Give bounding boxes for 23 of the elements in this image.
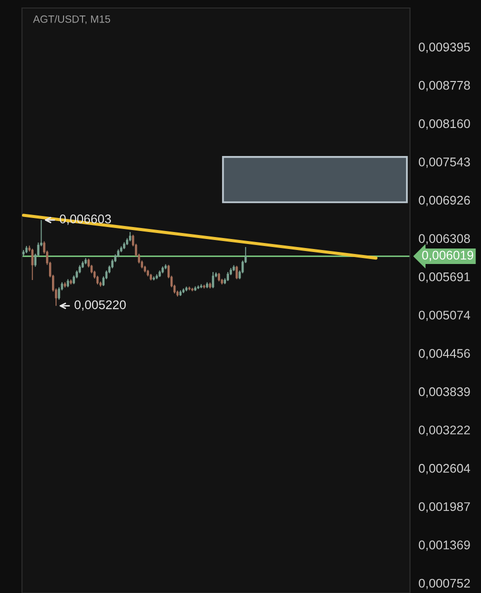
y-tick-label: 0,008778 bbox=[418, 80, 470, 92]
candlestick bbox=[212, 272, 214, 289]
candlestick bbox=[236, 265, 238, 280]
y-tick-label: 0,001987 bbox=[418, 502, 470, 513]
ref-line-label: 0,006019 bbox=[422, 250, 474, 262]
y-tick-label: 0,006308 bbox=[418, 234, 470, 244]
candlestick bbox=[31, 248, 34, 281]
text: AGT/USDT, M15 bbox=[33, 15, 110, 24]
y-tick-label: 0,003839 bbox=[418, 387, 470, 398]
y-tick-label: 0,004456 bbox=[418, 349, 470, 360]
y-tick-label: 0,009395 bbox=[418, 42, 470, 53]
y-tick-label: 0,007543 bbox=[418, 158, 470, 168]
y-tick-label: 0,005074 bbox=[418, 310, 470, 322]
y-tick-label: 0,002604 bbox=[418, 464, 470, 474]
candlestick bbox=[58, 286, 60, 300]
y-tick-label: 0,005691 bbox=[418, 272, 470, 283]
y-tick-label: 0,001369 bbox=[418, 540, 470, 551]
y-tick-label: 0,006926 bbox=[418, 196, 470, 206]
y-tick-label: 0,000752 bbox=[418, 578, 470, 590]
y-tick-label: 0,008160 bbox=[418, 119, 470, 130]
annotation: 0,005220 bbox=[74, 300, 126, 311]
y-tick-label: 0,003222 bbox=[418, 426, 470, 436]
candlestick bbox=[129, 232, 132, 242]
